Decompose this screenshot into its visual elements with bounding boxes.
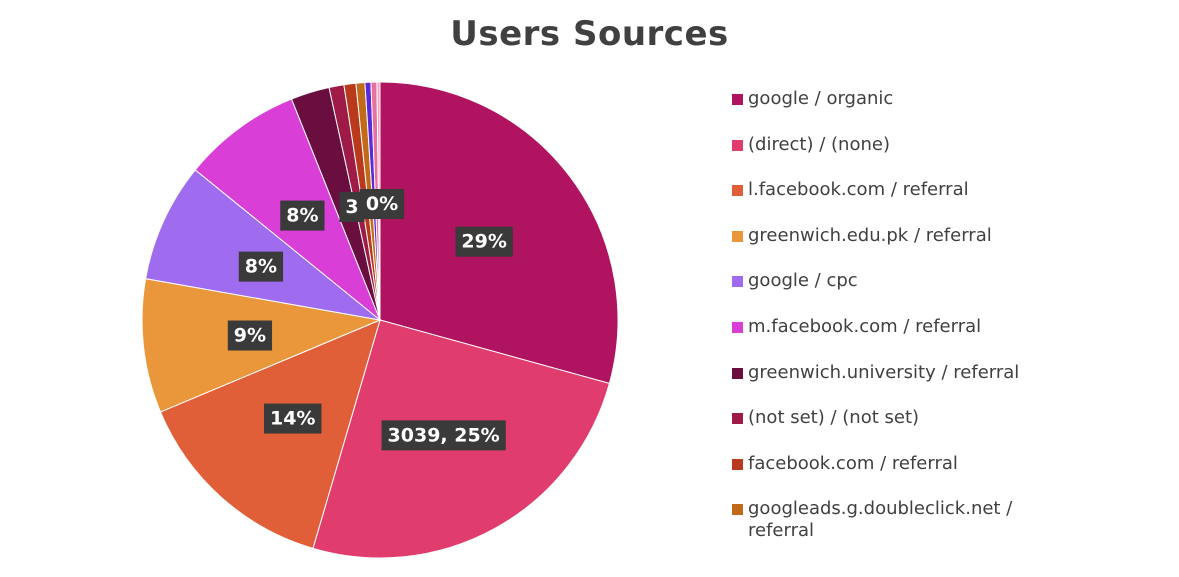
data-label-text: 8% [286,205,318,227]
legend-label: googleads.g.doubleclick.net / referral [748,498,1013,542]
data-label-text: 9% [234,325,266,347]
legend-label: google / cpc [748,270,858,292]
data-label-box [263,403,322,434]
legend-swatch [732,321,743,333]
data-label-box [455,226,513,257]
legend-item: google / organic [732,88,1062,134]
data-label-text: 3 [345,196,358,218]
legend-item: greenwich.university / referral [732,362,1062,408]
pie-slice [159,319,381,549]
data-label: 8% [238,251,284,282]
legend-item: (not set) / (not set) [732,407,1062,453]
data-label-text: 29% [461,231,506,253]
legend-label: greenwich.edu.pk / referral [748,224,992,246]
legend-label: l.facebook.com / referral [748,179,969,201]
legend: google / organic (direct) / (none) l.faceb… [732,88,1062,544]
legend-label: (direct) / (none) [748,133,890,155]
legend-swatch [732,504,743,516]
data-label-text: 0% [366,193,398,215]
data-label: 3039, 25% [381,420,506,451]
chart-title: Users Sources [450,14,729,54]
legend-swatch [732,94,743,105]
data-label: 0% [359,189,405,219]
legend-item: greenwich.edu.pk / referral [732,225,1062,271]
legend-item: l.facebook.com / referral [732,179,1062,225]
pie-slice [145,169,382,321]
data-label-box [227,320,273,351]
legend-swatch [732,413,743,425]
legend-item: googleads.g.doubleclick.net / referral [732,498,1062,544]
data-label-text: 3039, 25% [388,424,500,446]
legend-label: google / organic [748,88,894,109]
legend-label: greenwich.university / referral [748,361,1020,383]
legend-label: (not set) / (not set) [748,407,920,429]
data-label: 8% [280,200,325,231]
legend-swatch [732,458,743,470]
legend-swatch [732,230,743,242]
legend-swatch [732,276,743,288]
legend-label: m.facebook.com / referral [748,315,982,337]
data-label-box [359,189,405,219]
data-label-text: 14% [270,408,315,430]
legend-swatch [732,367,743,379]
data-label: 14% [263,403,322,434]
data-label: 29% [455,226,513,257]
legend-item: facebook.com / referral [732,453,1062,499]
data-label-box [280,200,325,231]
legend-label: facebook.com / referral [748,452,958,474]
data-label-text: 8% [245,256,277,278]
data-label-box [238,251,284,282]
data-label-box [381,420,506,451]
legend-item: google / cpc [732,270,1062,316]
legend-swatch [732,185,743,197]
legend-swatch [732,139,743,151]
data-label: 9% [227,320,273,351]
legend-item: m.facebook.com / referral [732,316,1062,362]
legend-item: (direct) / (none) [732,134,1062,180]
